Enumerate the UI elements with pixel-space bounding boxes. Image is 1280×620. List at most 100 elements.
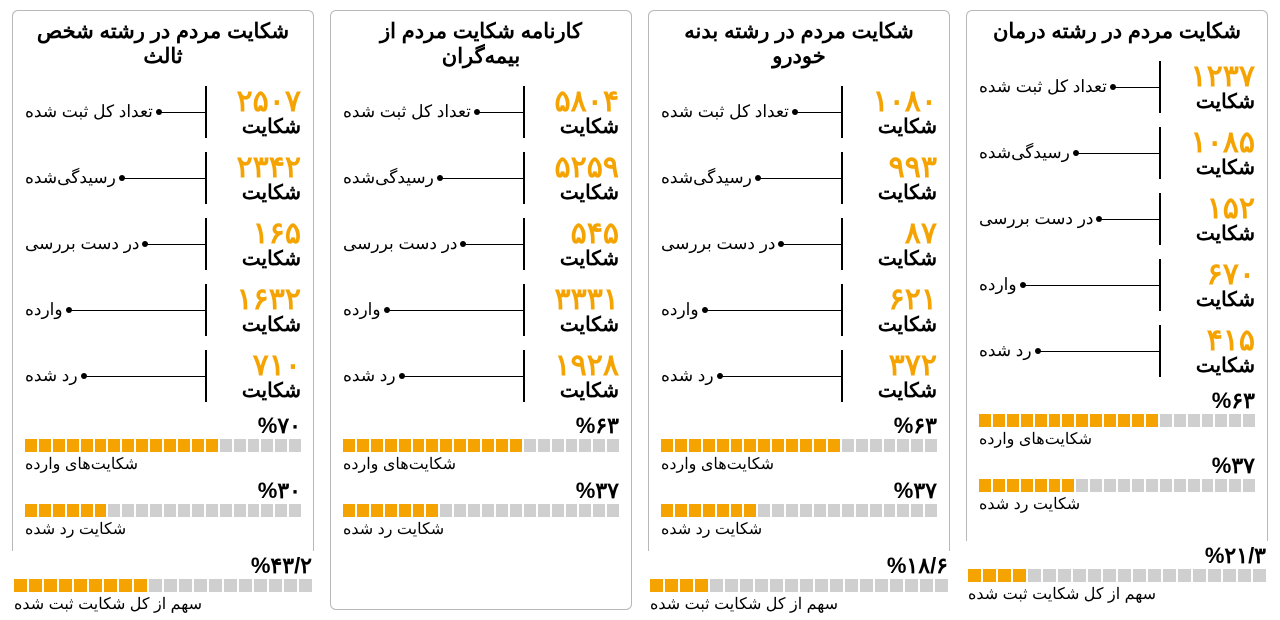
panel-title: شکایت مردم در رشته شخص ثالث [25,19,301,69]
stat-number: ۴۱۵ [1161,325,1255,357]
stat-number: ۲۵۰۷ [207,86,301,118]
connector-line [1038,351,1159,352]
stat-number: ۷۱۰ [207,350,301,382]
value-block: ۷۱۰شکایت [205,350,301,403]
stat-unit: شکایت [1161,290,1255,311]
connector-line [1099,219,1159,220]
connector-line [1113,87,1159,88]
stat-unit: شکایت [843,117,937,138]
stat-number: ۱۲۳۷ [1161,61,1255,93]
stat-label: در دست بررسی [661,234,781,254]
stat-row: ۲۳۴۲شکایت رسیدگی‌شده [25,145,301,211]
bar-label: شکایت رد شده [343,519,619,539]
bars-outside: %۲۱/۳سهم از کل شکایت ثبت شده [966,545,1268,610]
stat-label: در دست بررسی [343,234,463,254]
segment-bar [343,504,619,517]
bar-group: %۲۱/۳سهم از کل شکایت ثبت شده [968,545,1266,604]
bar-group: %۳۷شکایت رد شده [979,455,1255,514]
value-block: ۱۰۸۵شکایت [1159,127,1255,180]
segment-bar [979,479,1255,492]
bar-label: شکایت‌های وارده [661,454,937,474]
percentage-value: %۶۳ [979,390,1255,412]
bars-inside: %۶۳شکایت‌های وارده%۳۷شکایت رد شده [343,415,619,545]
stat-row: ۵۴۵شکایت در دست بررسی [343,211,619,277]
percentage-value: %۷۰ [25,415,301,437]
value-block: ۴۱۵شکایت [1159,325,1255,378]
segment-bar [343,439,619,452]
stat-number: ۳۷۲ [843,350,937,382]
stat-unit: شکایت [525,249,619,270]
stat-number: ۱۶۵ [207,218,301,250]
bar-label: سهم از کل شکایت ثبت شده [968,584,1266,604]
value-block: ۱۹۲۸شکایت [523,350,619,403]
bars-outside: %۱۸/۶سهم از کل شکایت ثبت شده [648,555,950,620]
bar-label: شکایت‌های وارده [343,454,619,474]
value-block: ۵۲۵۹شکایت [523,152,619,205]
bar-group: %۶۳شکایت‌های وارده [343,415,619,474]
stat-row: ۷۱۰شکایترد شده [25,343,301,409]
stat-unit: شکایت [207,315,301,336]
value-block: ۱۰۸۰شکایت [841,86,937,139]
stat-number: ۱۵۲ [1161,193,1255,225]
value-block: ۸۷شکایت [841,218,937,271]
bar-group: %۳۷ شکایت رد شده [661,480,937,539]
segment-bar [25,439,301,452]
stat-unit: شکایت [207,381,301,402]
percentage-value: %۳۷ [979,455,1255,477]
stat-label: تعداد کل ثبت شده [343,102,477,122]
value-block: ۳۷۲شکایت [841,350,937,403]
bar-label: شکایت‌های وارده [25,454,301,474]
segment-bar [968,569,1266,582]
bar-group: %۷۰ شکایت‌های وارده [25,415,301,474]
connector-line [463,244,523,245]
stats-panel: شکایت مردم در رشته شخص ثالث۲۵۰۷شکایتتعدا… [12,10,314,551]
value-block: ۲۵۰۷شکایت [205,86,301,139]
stat-unit: شکایت [207,249,301,270]
segment-bar [14,579,312,592]
panel-column: کارنامه شکایت مردم از بیمه‌گران ۵۸۰۴شکایت… [330,10,632,610]
percentage-value: %۳۷ [661,480,937,502]
stat-row: ۳۳۳۱شکایتوارده [343,277,619,343]
panel-column: شکایت مردم در رشته شخص ثالث۲۵۰۷شکایتتعدا… [12,10,314,610]
value-block: ۲۳۴۲شکایت [205,152,301,205]
value-block: ۹۹۳شکایت [841,152,937,205]
stat-number: ۱۹۲۸ [525,350,619,382]
stat-number: ۳۳۳۱ [525,284,619,316]
segment-bar [979,414,1255,427]
stat-unit: شکایت [1161,356,1255,377]
bars-inside: %۶۳شکایت‌های وارده %۳۷شکایت رد شده [979,390,1255,520]
connector-line [159,112,205,113]
connector-line [477,112,523,113]
panel-title: شکایت مردم در رشته بدنه خودرو [661,19,937,69]
stat-number: ۵۴۵ [525,218,619,250]
value-block: ۵۸۰۴شکایت [523,86,619,139]
value-block: ۱۶۵شکایت [205,218,301,271]
stat-row: ۱۵۲شکایتدر دست بررسی [979,186,1255,252]
stat-unit: شکایت [843,183,937,204]
stat-label: تعداد کل ثبت شده [661,102,795,122]
bar-group: %۶۳شکایت‌های وارده [979,390,1255,449]
connector-line [781,244,841,245]
percentage-value: %۶۳ [661,415,937,437]
stats-panel: کارنامه شکایت مردم از بیمه‌گران ۵۸۰۴شکایت… [330,10,632,610]
connector-line [84,376,205,377]
stat-row: ۶۷۰شکایتوارده [979,252,1255,318]
stat-unit: شکایت [843,315,937,336]
bar-group: %۶۳ شکایت‌های وارده [661,415,937,474]
connector-line [758,178,841,179]
connector-line [122,178,205,179]
stat-row: ۱۰۸۰شکایت تعداد کل ثبت شده [661,79,937,145]
value-block: ۱۶۳۲شکایت [205,284,301,337]
connector-line [145,244,205,245]
stat-label: رسیدگی‌شده [661,168,758,188]
stat-unit: شکایت [525,381,619,402]
stat-row: ۱۶۵شکایت در دست بررسی [25,211,301,277]
connector-line [440,178,523,179]
stat-label: رسیدگی‌شده [25,168,122,188]
stat-label: رسیدگی‌شده [343,168,440,188]
bar-label: شکایت رد شده [661,519,937,539]
value-block: ۱۵۲شکایت [1159,193,1255,246]
stat-label: در دست بررسی [25,234,145,254]
panel-title: کارنامه شکایت مردم از بیمه‌گران [343,19,619,69]
stat-label: تعداد کل ثبت شده [979,77,1113,97]
